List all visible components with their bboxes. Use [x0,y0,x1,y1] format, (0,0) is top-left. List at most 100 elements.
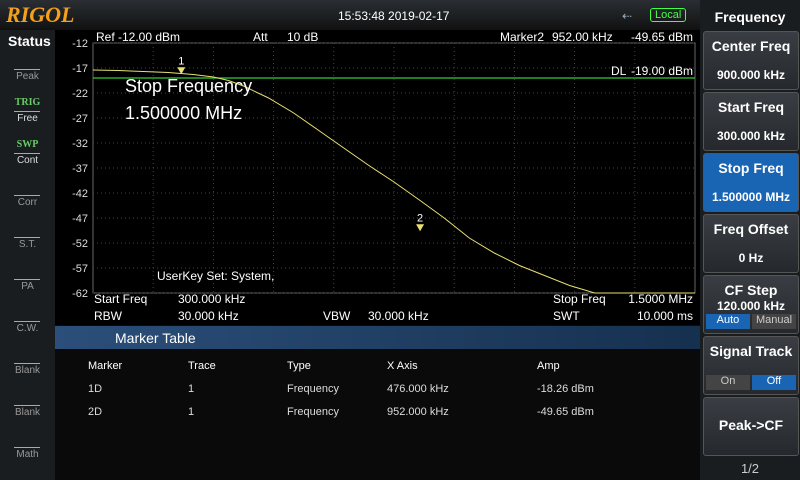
menu-button-label: Start Freq [717,99,785,115]
status-label: Blank [14,407,40,418]
status-icon [14,265,40,280]
swt-value: 10.000 ms [637,309,693,323]
trace [92,69,695,294]
y-tick-label: -17 [72,63,88,75]
status-title: Status [8,33,51,49]
marker-label: 1 [178,55,184,67]
status-label: PA [21,281,34,292]
menu-button-label: Center Freq [711,38,791,54]
status-icon [14,55,40,70]
stop-value: 1.5000 MHz [628,292,693,306]
menu-title: Frequency [714,9,786,25]
status-label: Corr [17,197,38,208]
status-icon [14,391,40,406]
start-value: 300.000 kHz [178,292,245,306]
table-cell: -18.26 dBm [537,383,594,395]
vbw-label: VBW [323,309,351,323]
dl-label: DL [611,64,627,78]
status-label: C.W. [16,323,39,334]
rbw-value: 30.000 kHz [178,309,239,323]
status-label: Peak [16,71,39,82]
marker-table-header [55,326,700,349]
menu-option[interactable]: Auto [706,314,750,329]
y-tick-label: -57 [72,263,88,275]
table-cell: 2D [88,406,103,418]
menu-button[interactable] [703,397,799,456]
dl-value: -19.00 dBm [631,64,693,78]
brand: RIGOL [6,2,75,27]
table-cell: Frequency [287,406,339,418]
y-tick-label: -37 [72,163,88,175]
menu-button[interactable] [703,153,799,212]
marker [416,224,425,232]
status-icon [14,349,40,364]
table-column-header: Marker [88,360,123,372]
usb-icon: ⇠ [622,9,633,23]
y-tick-label: -12 [72,38,88,50]
marker-label-top: Marker2 [500,30,544,44]
table-cell: 1 [188,383,195,395]
menu-page: 1/2 [740,461,760,476]
menu-button[interactable] [703,214,799,273]
status-label: S.T. [18,239,37,250]
menu-button-label: Stop Freq [718,160,784,176]
local-badge: Local [650,8,687,22]
status-label: Blank [14,365,40,376]
menu-button-label: Signal Track [709,343,793,359]
marker [177,67,186,75]
menu-option[interactable]: Off [752,375,796,390]
menu-button-value: 1.500000 MHz [711,190,791,204]
status-tag: SWP [16,139,39,150]
marker-label: 2 [417,212,423,224]
att-value: 10 dB [287,30,318,44]
menu-option[interactable]: On [706,375,750,390]
clock: 15:53:48 2019-02-17 [338,9,450,23]
table-column-header: Trace [188,360,216,372]
status-tag: TRIG [14,97,41,108]
table-cell: -49.65 dBm [537,406,594,418]
marker-table-title: Marker Table [115,330,196,346]
ref-value: -12.00 dBm [118,30,180,44]
menu-button[interactable] [703,31,799,90]
menu-option[interactable]: Manual [752,314,796,329]
table-cell: Frequency [287,383,339,395]
rbw-label: RBW [94,309,123,323]
marker-freq: 952.00 kHz [552,30,613,44]
overlay-title: Stop Frequency [125,76,252,96]
y-tick-label: -32 [72,138,88,150]
status-icon [14,307,40,322]
top-bar [0,0,700,30]
table-cell: 1 [188,406,195,418]
status-icon [14,139,40,154]
menu-button[interactable] [703,92,799,151]
table-column-header: X Axis [387,360,418,372]
y-tick-label: -47 [72,213,88,225]
vbw-value: 30.000 kHz [368,309,429,323]
marker-table [55,325,700,480]
menu-button-value: 0 Hz [738,251,764,265]
ref-label: Ref [96,30,115,44]
table-cell: 952.000 kHz [387,406,449,418]
att-label: Att [253,30,268,44]
menu-button-value: 120.000 kHz [716,299,786,313]
y-tick-label: -27 [72,113,88,125]
y-tick-label: -22 [72,88,88,100]
menu-button-label: Freq Offset [713,221,789,237]
table-cell: 1D [88,383,103,395]
status-icon [14,181,40,196]
stop-label: Stop Freq [553,292,606,306]
status-label: Free [17,113,38,124]
menu-button-label: Peak->CF [718,417,784,433]
table-column-header: Amp [537,360,560,372]
table-cell: 476.000 kHz [387,383,449,395]
status-icon [14,223,40,238]
status-icon [14,433,40,448]
marker-amp: -49.65 dBm [631,30,693,44]
start-label: Start Freq [94,292,147,306]
y-tick-label: -42 [72,188,88,200]
swt-label: SWT [553,309,580,323]
menu-button-label: CF Step [724,282,778,298]
table-column-header: Type [287,360,311,372]
